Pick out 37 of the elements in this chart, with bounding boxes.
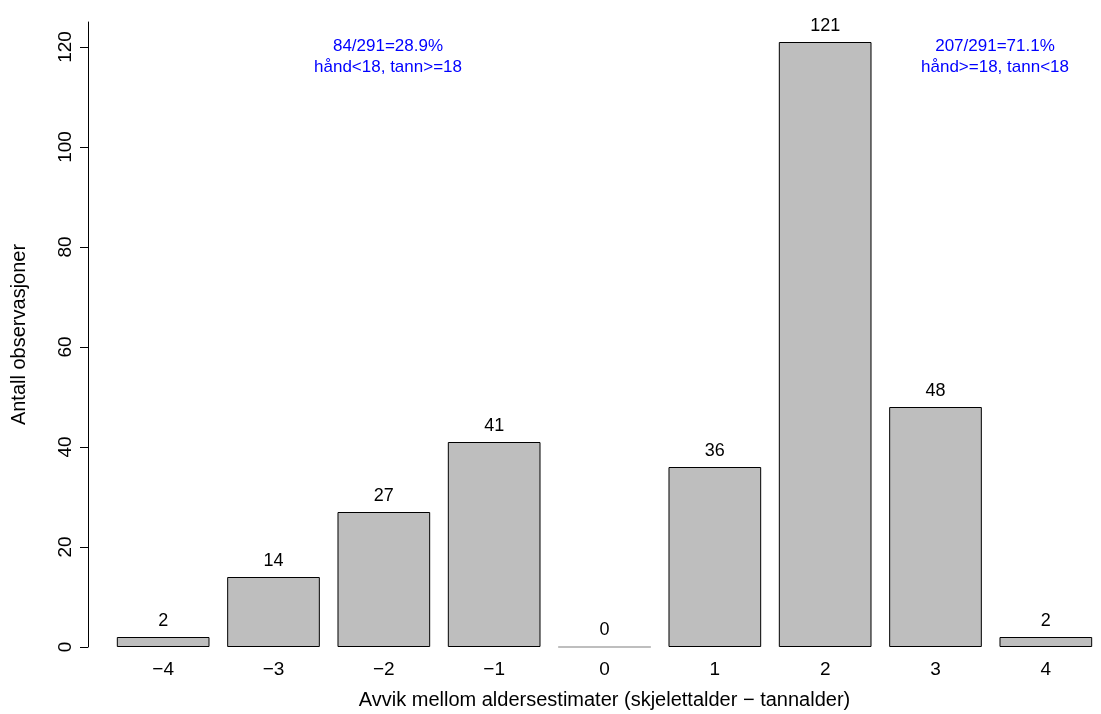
bar: [668, 467, 762, 647]
bar: [999, 637, 1093, 647]
x-tick-label: −3: [262, 658, 285, 679]
y-tick-label: 120: [54, 31, 75, 63]
x-tick-label: −4: [152, 658, 175, 679]
data-label: 48: [925, 380, 946, 400]
annotation: 84/291=28.9% hånd<18, tann>=18: [314, 36, 462, 76]
data-label: 36: [704, 440, 725, 460]
data-label: 0: [599, 619, 610, 639]
data-label: 121: [810, 15, 841, 35]
annotation: 207/291=71.1% hånd>=18, tann<18: [921, 36, 1069, 76]
data-label: 27: [373, 485, 394, 505]
x-tick-label: 2: [819, 658, 831, 679]
bar: [116, 637, 210, 647]
y-tick-label: 0: [54, 641, 75, 653]
x-tick-label: −1: [483, 658, 505, 679]
x-tick-label: 1: [709, 658, 721, 679]
data-label: 2: [158, 610, 169, 630]
bar: [447, 442, 541, 647]
data-label: 2: [1040, 610, 1051, 630]
y-tick-label: 80: [54, 236, 75, 258]
bar: [778, 42, 872, 647]
y-tick-label: 40: [54, 436, 75, 458]
x-tick-label: 0: [599, 658, 610, 679]
y-tick-label: 100: [54, 131, 75, 163]
data-label: 41: [484, 415, 505, 435]
x-tick-label: −2: [373, 658, 395, 679]
y-tick-label: 60: [54, 336, 75, 358]
bar: [227, 577, 320, 647]
bar: [337, 512, 431, 647]
x-axis-title: Avvik mellom aldersestimater (skjelettalder − tannalder): [358, 688, 851, 710]
x-tick-label: 4: [1040, 658, 1052, 679]
x-tick-label: 3: [930, 658, 941, 679]
data-label: 14: [263, 550, 284, 570]
y-tick-label: 20: [54, 536, 75, 558]
bar: [889, 407, 982, 647]
y-axis-title: Antall observasjoner: [7, 243, 29, 426]
